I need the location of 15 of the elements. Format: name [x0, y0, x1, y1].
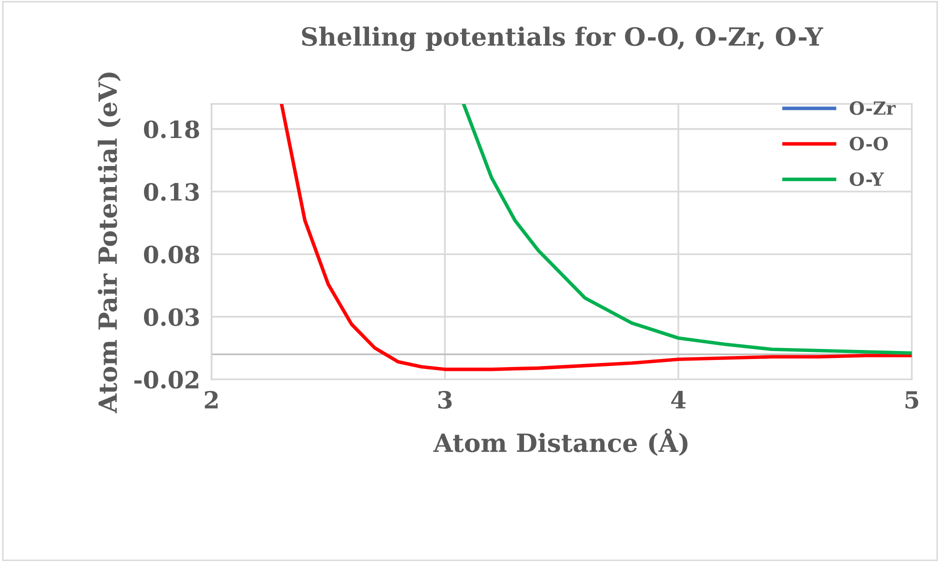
x-tick-label: 3 — [438, 390, 452, 409]
y-tick-label: 0.08 — [144, 246, 200, 264]
y-axis-title: Atom Pair Potential (eV) — [98, 72, 121, 414]
x-tick-label: 5 — [906, 391, 918, 409]
y-tick-label: 0.03 — [144, 308, 199, 326]
y-tick-label: -0.02 — [134, 370, 198, 389]
x-axis-title: Atom Distance (Å) — [433, 428, 688, 456]
legend-label: O-Zr — [850, 101, 896, 115]
legend-label: O-O — [850, 136, 888, 150]
x-tick-label: 4 — [671, 390, 686, 408]
x-tick-label: 2 — [204, 390, 218, 408]
y-tick-label: 0.18 — [144, 120, 200, 138]
chart-title: Shelling potentials for O-O, O-Zr, O-Y — [302, 26, 824, 52]
legend-label: O-Y — [850, 172, 884, 186]
y-tick-label: 0.13 — [144, 183, 199, 201]
